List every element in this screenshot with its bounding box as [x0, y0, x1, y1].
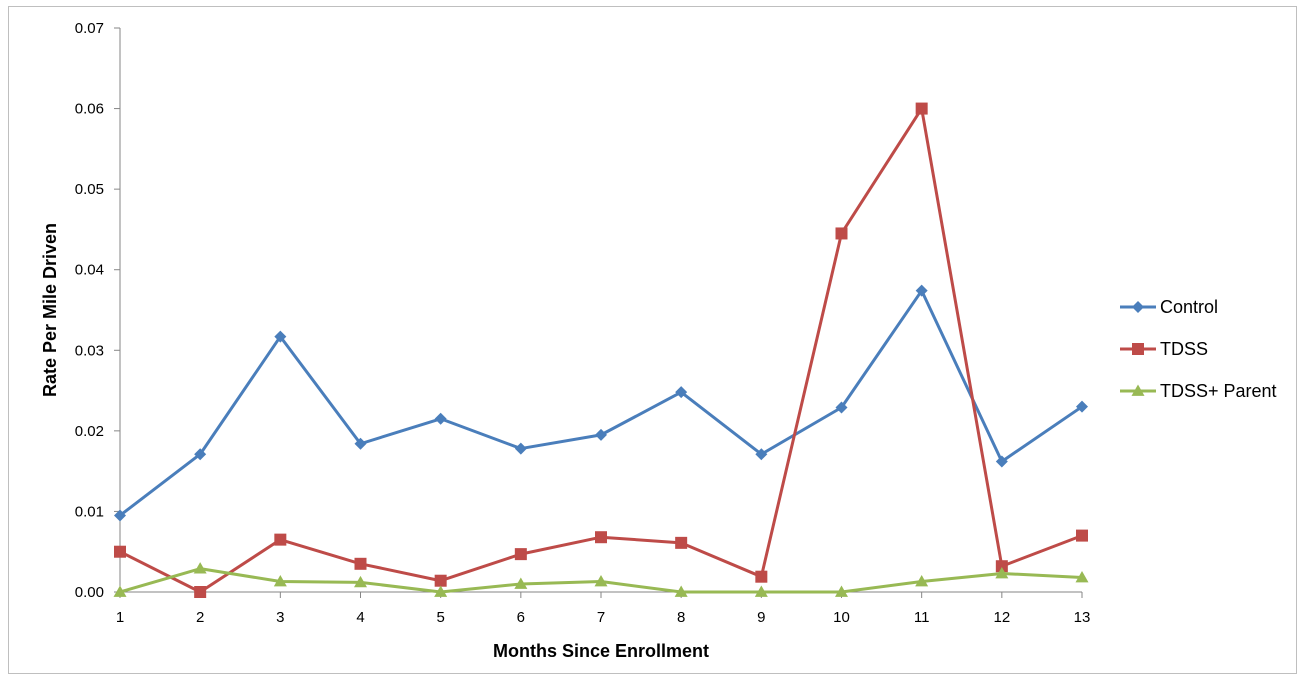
y-tick-label: 0.05 — [75, 181, 104, 198]
legend-label-tdss: TDSS — [1160, 339, 1208, 359]
x-axis-title: Months Since Enrollment — [493, 641, 709, 661]
data-point-tdss-parent — [113, 585, 127, 597]
data-point-control — [434, 412, 447, 425]
axes — [119, 28, 1082, 593]
data-point-tdss-parent — [754, 585, 768, 597]
series-control — [114, 284, 1088, 522]
x-tick-label: 8 — [677, 609, 685, 626]
x-tick-label: 6 — [517, 609, 525, 626]
x-axis-ticks: 1 2 3 4 5 6 7 8 9 10 11 12 13 — [116, 592, 1091, 626]
data-point-tdss — [194, 586, 207, 598]
data-point-tdss — [675, 536, 688, 549]
data-point-tdss — [595, 531, 607, 544]
data-point-tdss-parent — [915, 575, 929, 587]
series-line-control — [119, 289, 1083, 517]
legend-label-control: Control — [1160, 297, 1218, 317]
x-tick-label: 9 — [757, 609, 765, 626]
legend-marker-tdss — [1132, 343, 1144, 355]
data-point-tdss-parent — [514, 577, 528, 589]
y-axis-title: Rate Per Mile Driven — [40, 223, 60, 397]
legend-label-tdss-parent: TDSS+ Parent — [1160, 381, 1277, 401]
series-layer — [113, 102, 1089, 598]
y-tick-label: 0.02 — [75, 423, 104, 440]
x-tick-label: 2 — [196, 609, 204, 626]
y-tick-label: 0.07 — [75, 20, 104, 37]
data-point-control — [755, 448, 768, 461]
data-point-tdss — [514, 548, 527, 561]
data-point-tdss — [755, 570, 768, 583]
legend-marker-control — [1132, 301, 1144, 313]
series-line-tdss — [119, 107, 1083, 594]
x-tick-label: 5 — [436, 609, 444, 626]
data-point-tdss — [995, 560, 1008, 573]
legend: Control TDSS TDSS+ Parent — [1120, 297, 1277, 401]
y-axis-ticks: 0.00 0.01 0.02 0.03 0.04 0.05 0.06 0.07 — [75, 20, 120, 601]
series-tdss-parent — [113, 562, 1089, 597]
data-point-control — [194, 448, 207, 461]
data-point-tdss-parent — [835, 585, 848, 597]
series-tdss — [114, 102, 1088, 598]
x-tick-label: 10 — [833, 609, 850, 626]
data-point-control — [595, 428, 607, 441]
x-tick-label: 11 — [914, 609, 930, 626]
data-point-control — [1076, 400, 1088, 413]
x-tick-label: 3 — [276, 609, 284, 626]
data-point-tdss-parent — [273, 575, 287, 587]
data-point-tdss — [1076, 529, 1088, 542]
legend-item-tdss: TDSS — [1120, 339, 1208, 359]
data-point-control — [675, 386, 688, 399]
data-point-tdss-parent — [1075, 570, 1089, 583]
data-point-tdss — [274, 533, 287, 546]
y-tick-label: 0.01 — [75, 503, 104, 520]
x-tick-label: 12 — [993, 609, 1010, 626]
data-point-tdss-parent — [193, 562, 207, 574]
data-point-tdss-parent — [434, 585, 448, 597]
data-point-tdss — [434, 574, 447, 587]
data-point-tdss — [835, 227, 848, 240]
data-point-tdss — [114, 545, 126, 558]
data-point-control — [274, 330, 287, 343]
chart-frame — [8, 6, 1297, 674]
y-tick-label: 0.04 — [75, 262, 104, 279]
data-point-tdss-parent — [594, 575, 608, 587]
x-tick-label: 4 — [356, 609, 364, 626]
x-tick-label: 13 — [1074, 609, 1091, 626]
x-tick-label: 7 — [597, 609, 605, 626]
legend-item-tdss-parent: TDSS+ Parent — [1120, 381, 1277, 401]
legend-marker-tdss-parent — [1131, 384, 1145, 396]
data-point-tdss-parent — [354, 575, 367, 588]
y-tick-label: 0.00 — [75, 584, 104, 601]
data-point-tdss-parent — [995, 566, 1009, 579]
data-point-control — [995, 455, 1008, 468]
data-point-control — [835, 401, 848, 414]
data-point-control — [514, 442, 527, 455]
data-point-control — [354, 437, 367, 450]
data-point-control — [915, 284, 928, 297]
data-point-tdss — [354, 557, 367, 570]
legend-item-control: Control — [1120, 297, 1218, 317]
data-point-control — [114, 509, 126, 522]
x-tick-label: 1 — [116, 609, 124, 626]
y-tick-label: 0.03 — [75, 342, 104, 359]
data-point-tdss — [915, 102, 928, 115]
data-point-tdss-parent — [674, 585, 688, 597]
y-tick-label: 0.06 — [75, 101, 104, 118]
